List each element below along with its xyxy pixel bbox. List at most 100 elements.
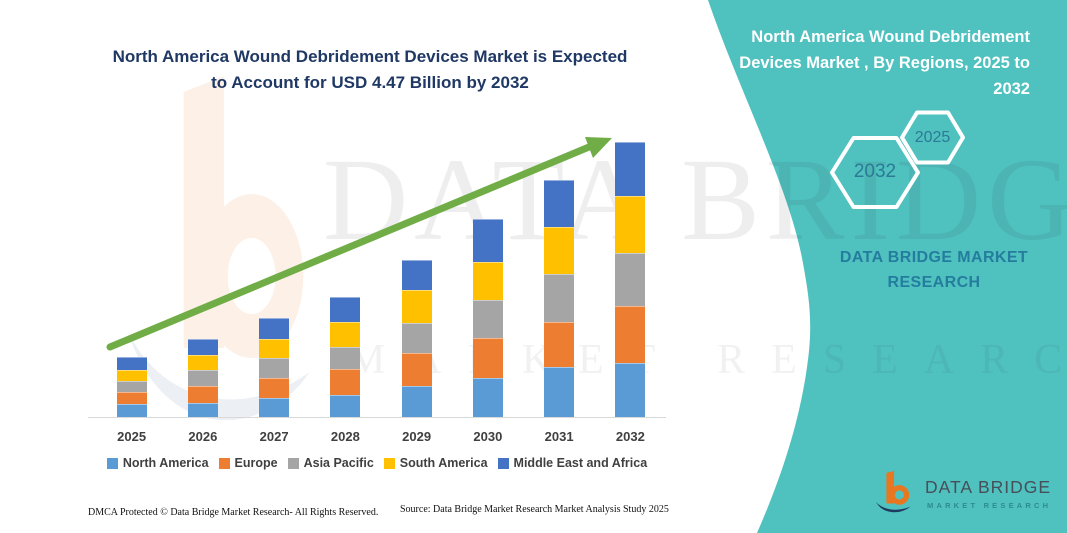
bar-slot-2028	[310, 130, 381, 417]
bar-segment-middle-east-and-africa-2027	[259, 318, 290, 339]
bar-segment-south-america-2026	[187, 355, 218, 370]
legend-item-north-america: North America	[106, 456, 209, 470]
bar-segment-north-america-2031	[544, 367, 575, 417]
hexagon-2025-outline-icon	[900, 110, 965, 165]
bar-slot-2031	[524, 130, 595, 417]
legend-swatch-icon	[106, 457, 118, 469]
bar-segment-europe-2026	[187, 386, 218, 403]
bar-segment-south-america-2027	[259, 339, 290, 358]
x-tick-label-2026: 2026	[188, 429, 218, 444]
footer-logo-title: DATA BRIDGE	[925, 477, 1052, 497]
legend-label: Europe	[234, 456, 278, 470]
hexagon-label-2025: 2025	[914, 129, 951, 146]
bar-segment-asia-pacific-2025	[116, 381, 147, 392]
bar-segment-south-america-2025	[116, 370, 147, 381]
panel-heading: North America Wound Debridement Devices …	[730, 24, 1030, 102]
bar-slot-2026	[167, 130, 238, 417]
bar-segment-north-america-2028	[330, 395, 361, 417]
x-tick-label-2031: 2031	[544, 429, 574, 444]
bar-slot-2027	[239, 130, 310, 417]
bar-slot-2025	[96, 130, 167, 417]
x-tick-label-2030: 2030	[473, 429, 503, 444]
x-tick-label-2032: 2032	[615, 429, 645, 444]
bar-segment-middle-east-and-africa-2026	[187, 339, 218, 355]
bar-segment-europe-2028	[330, 369, 361, 395]
bar-segment-europe-2032	[615, 306, 646, 363]
panel-heading-line3: 2032	[993, 80, 1030, 98]
bar-segment-asia-pacific-2032	[615, 253, 646, 306]
legend-swatch-icon	[383, 457, 395, 469]
footer-logo-subtitle: MARKET RESEARCH	[927, 501, 1052, 510]
source-note: Source: Data Bridge Market Research Mark…	[400, 504, 669, 515]
chart-title: North America Wound Debridement Devices …	[90, 44, 650, 96]
bar-segment-north-america-2026	[187, 403, 218, 417]
bar-segment-south-america-2032	[615, 196, 646, 253]
hexagon-badges	[830, 110, 965, 209]
legend-label: Asia Pacific	[303, 456, 374, 470]
hexagon-label-2032: 2032	[853, 161, 897, 182]
bar-segment-europe-2025	[116, 392, 147, 404]
bar-slot-2032	[595, 130, 666, 417]
bar-segment-europe-2029	[401, 353, 432, 386]
bar-segment-north-america-2027	[259, 398, 290, 417]
bar-segment-middle-east-and-africa-2031	[544, 180, 575, 227]
bar-segment-north-america-2025	[116, 404, 147, 417]
panel-brand-line2: RESEARCH	[887, 274, 981, 291]
x-tick-label-2027: 2027	[259, 429, 289, 444]
bar-segment-middle-east-and-africa-2028	[330, 297, 361, 322]
bar-segment-south-america-2030	[472, 262, 503, 300]
bar-segment-middle-east-and-africa-2025	[116, 357, 147, 370]
bar-segment-asia-pacific-2029	[401, 323, 432, 353]
x-tick-label-2025: 2025	[117, 429, 147, 444]
plot-area	[96, 130, 666, 417]
stacked-bar-2025	[116, 357, 147, 417]
bar-segment-europe-2027	[259, 378, 290, 398]
bar-slot-2030	[452, 130, 523, 417]
panel-brand-line1: DATA BRIDGE MARKET	[839, 249, 1029, 266]
dmca-notice: DMCA Protected © Data Bridge Market Rese…	[88, 507, 379, 518]
legend-label: Middle East and Africa	[513, 456, 648, 470]
x-tick-label-2029: 2029	[402, 429, 432, 444]
chart-legend: North America Europe Asia Pacific South Ame…	[88, 456, 666, 470]
stacked-bar-2030	[472, 219, 503, 417]
stacked-bar-2026	[187, 339, 218, 417]
bar-segment-asia-pacific-2028	[330, 347, 361, 369]
panel-heading-line2: Devices Market , By Regions, 2025 to	[739, 54, 1030, 72]
legend-item-europe: Europe	[218, 456, 278, 470]
bar-segment-middle-east-and-africa-2030	[472, 219, 503, 262]
bar-slot-2029	[381, 130, 452, 417]
bar-segment-asia-pacific-2026	[187, 370, 218, 386]
stacked-bar-2032	[615, 142, 646, 417]
hexagon-2032-outline-icon	[830, 136, 920, 209]
bar-segment-asia-pacific-2031	[544, 274, 575, 322]
bar-segment-asia-pacific-2027	[259, 358, 290, 378]
bar-segment-asia-pacific-2030	[472, 300, 503, 338]
bar-segment-north-america-2029	[401, 386, 432, 417]
legend-item-middle-east-and-africa: Middle East and Africa	[497, 456, 648, 470]
stacked-bar-2027	[259, 318, 290, 417]
x-axis-line	[88, 417, 666, 418]
panel-brand-text: DATA BRIDGE MARKET RESEARCH	[834, 245, 1034, 295]
chart-title-line2: to Account for USD 4.47 Billion by 2032	[211, 73, 529, 92]
legend-label: South America	[399, 456, 488, 470]
bar-segment-europe-2031	[544, 322, 575, 367]
legend-item-asia-pacific: Asia Pacific	[287, 456, 374, 470]
stacked-bar-2028	[330, 297, 361, 417]
chart-title-line1: North America Wound Debridement Devices …	[112, 47, 628, 66]
teal-panel-shape	[708, 0, 1067, 533]
x-axis-tick-labels: 2025 2026 2027 2028 2029 2030 2031 2032	[96, 429, 666, 444]
stacked-bar-2031	[544, 180, 575, 417]
bar-segment-middle-east-and-africa-2029	[401, 260, 432, 290]
data-bridge-logo-icon	[875, 470, 911, 513]
x-tick-label-2028: 2028	[330, 429, 360, 444]
panel-heading-line1: North America Wound Debridement	[751, 28, 1030, 46]
legend-swatch-icon	[497, 457, 509, 469]
legend-label: North America	[122, 456, 209, 470]
bar-segment-south-america-2031	[544, 227, 575, 274]
bar-segment-south-america-2028	[330, 322, 361, 347]
legend-item-south-america: South America	[383, 456, 488, 470]
bar-segment-north-america-2032	[615, 363, 646, 417]
bar-segment-north-america-2030	[472, 378, 503, 417]
